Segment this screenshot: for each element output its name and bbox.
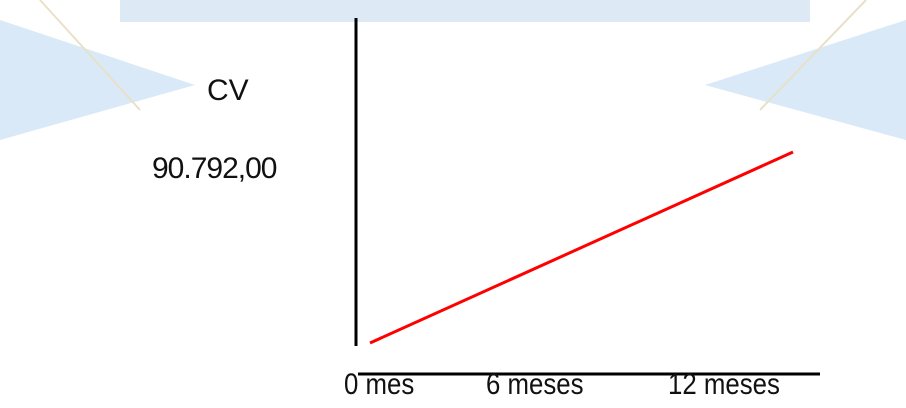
y-value-label: 90.792,00 (152, 152, 277, 185)
x-tick-label-2: 12 meses (668, 368, 780, 401)
x-tick-label-0: 0 mes (344, 368, 415, 401)
series-line-cv (369, 150, 794, 345)
x-tick-label-1: 6 meses (486, 368, 584, 401)
watermark-left-diagonal (39, 0, 141, 111)
y-axis-title: CV (207, 74, 249, 107)
watermark-right-triangle (705, 20, 906, 140)
watermark-top-band (120, 0, 810, 22)
watermark-left-triangle (0, 20, 195, 140)
watermark-right-diagonal (759, 0, 867, 111)
